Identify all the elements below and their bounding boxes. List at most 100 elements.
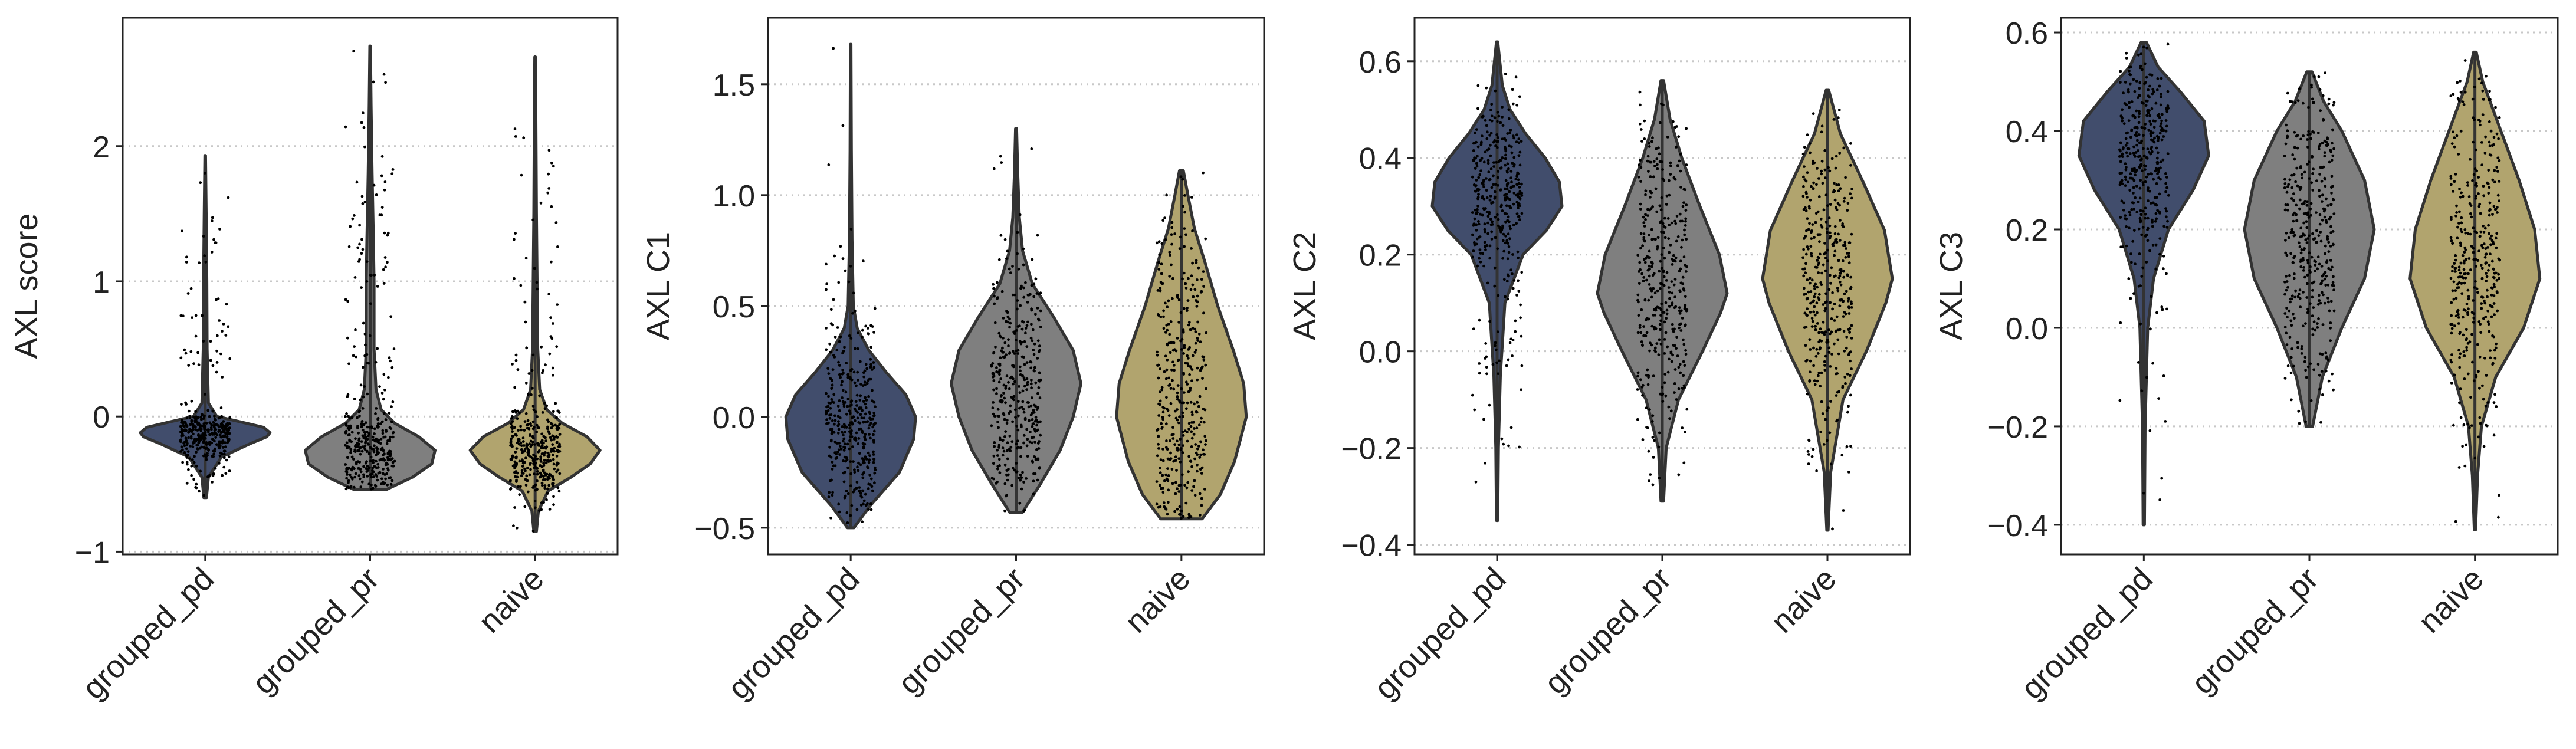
data-point (1636, 388, 1639, 391)
data-point (1679, 322, 1682, 326)
data-point (2139, 52, 2143, 56)
data-point (2316, 255, 2320, 258)
data-point (825, 392, 828, 395)
data-point (1812, 364, 1816, 367)
data-point (1003, 509, 1006, 513)
data-point (842, 350, 845, 353)
data-point (552, 437, 556, 440)
data-point (383, 481, 386, 485)
data-point (2161, 308, 2164, 311)
data-point (527, 372, 531, 375)
data-point (1806, 196, 1809, 199)
data-point (2489, 243, 2492, 247)
data-point (2332, 103, 2335, 107)
data-point (2151, 92, 2154, 96)
data-point (1643, 119, 1646, 123)
data-point (1643, 298, 1647, 301)
data-point (511, 435, 515, 438)
data-point (2309, 399, 2313, 402)
data-point (2458, 366, 2462, 369)
data-point (2296, 295, 2300, 298)
data-point (1647, 374, 1650, 377)
data-point (1176, 408, 1179, 411)
data-point (1843, 244, 1847, 247)
data-point (551, 453, 554, 456)
data-point (1501, 116, 1504, 119)
data-point (390, 366, 394, 369)
data-point (2312, 320, 2316, 324)
data-point (1006, 315, 1010, 318)
data-point (360, 425, 363, 429)
data-point (516, 368, 520, 372)
data-point (869, 436, 872, 440)
data-point (2293, 272, 2296, 275)
data-point (1508, 198, 1511, 201)
data-point (526, 451, 530, 454)
data-point (1663, 216, 1666, 220)
data-point (872, 433, 875, 436)
data-point (515, 447, 519, 450)
data-point (389, 435, 392, 439)
data-point (352, 485, 356, 489)
data-point (191, 445, 195, 448)
data-point (1827, 406, 1830, 409)
data-point (221, 439, 225, 442)
data-point (1817, 195, 1821, 198)
data-point (1162, 309, 1165, 313)
data-point (1829, 332, 1832, 336)
data-point (1815, 301, 1819, 304)
data-point (1020, 405, 1023, 409)
data-point (1176, 507, 1179, 511)
data-point (2474, 195, 2477, 198)
data-point (2131, 239, 2135, 243)
data-point (1032, 410, 1036, 414)
data-point (1202, 358, 1206, 362)
data-point (997, 258, 1001, 261)
data-point (1190, 368, 1194, 371)
data-point (366, 449, 369, 453)
data-point (227, 196, 230, 199)
data-point (1167, 376, 1170, 380)
data-point (1508, 205, 1511, 208)
data-point (1471, 233, 1474, 236)
data-point (1499, 230, 1502, 234)
data-point (1838, 203, 1842, 207)
data-point (526, 419, 530, 422)
data-point (2466, 422, 2470, 426)
data-point (2452, 423, 2455, 427)
data-point (862, 259, 865, 263)
data-point (1019, 342, 1023, 346)
data-point (2472, 140, 2475, 144)
data-point (2144, 206, 2147, 210)
data-point (347, 446, 350, 449)
data-point (997, 446, 1000, 449)
data-point (1173, 510, 1176, 513)
data-point (1030, 436, 1033, 439)
data-point (2316, 363, 2320, 366)
data-point (204, 261, 208, 264)
data-point (1192, 295, 1195, 298)
data-point (1193, 494, 1197, 497)
data-point (1487, 170, 1491, 173)
data-point (1191, 327, 1195, 330)
data-point (1008, 267, 1011, 271)
data-point (2147, 88, 2150, 91)
data-point (2167, 193, 2170, 197)
data-point (2480, 302, 2483, 305)
data-point (2465, 258, 2468, 261)
data-point (1038, 396, 1042, 400)
data-point (1173, 348, 1176, 351)
data-point (2332, 284, 2335, 287)
data-point (2299, 137, 2302, 141)
data-point (1834, 166, 1837, 170)
data-point (1016, 352, 1020, 355)
data-point (510, 458, 514, 461)
data-point (2134, 173, 2137, 177)
data-point (2326, 297, 2329, 300)
data-point (1639, 331, 1643, 334)
data-point (1485, 372, 1488, 376)
data-point (841, 380, 844, 383)
data-point (2145, 376, 2148, 379)
data-point (186, 292, 190, 295)
data-point (1500, 228, 1504, 231)
